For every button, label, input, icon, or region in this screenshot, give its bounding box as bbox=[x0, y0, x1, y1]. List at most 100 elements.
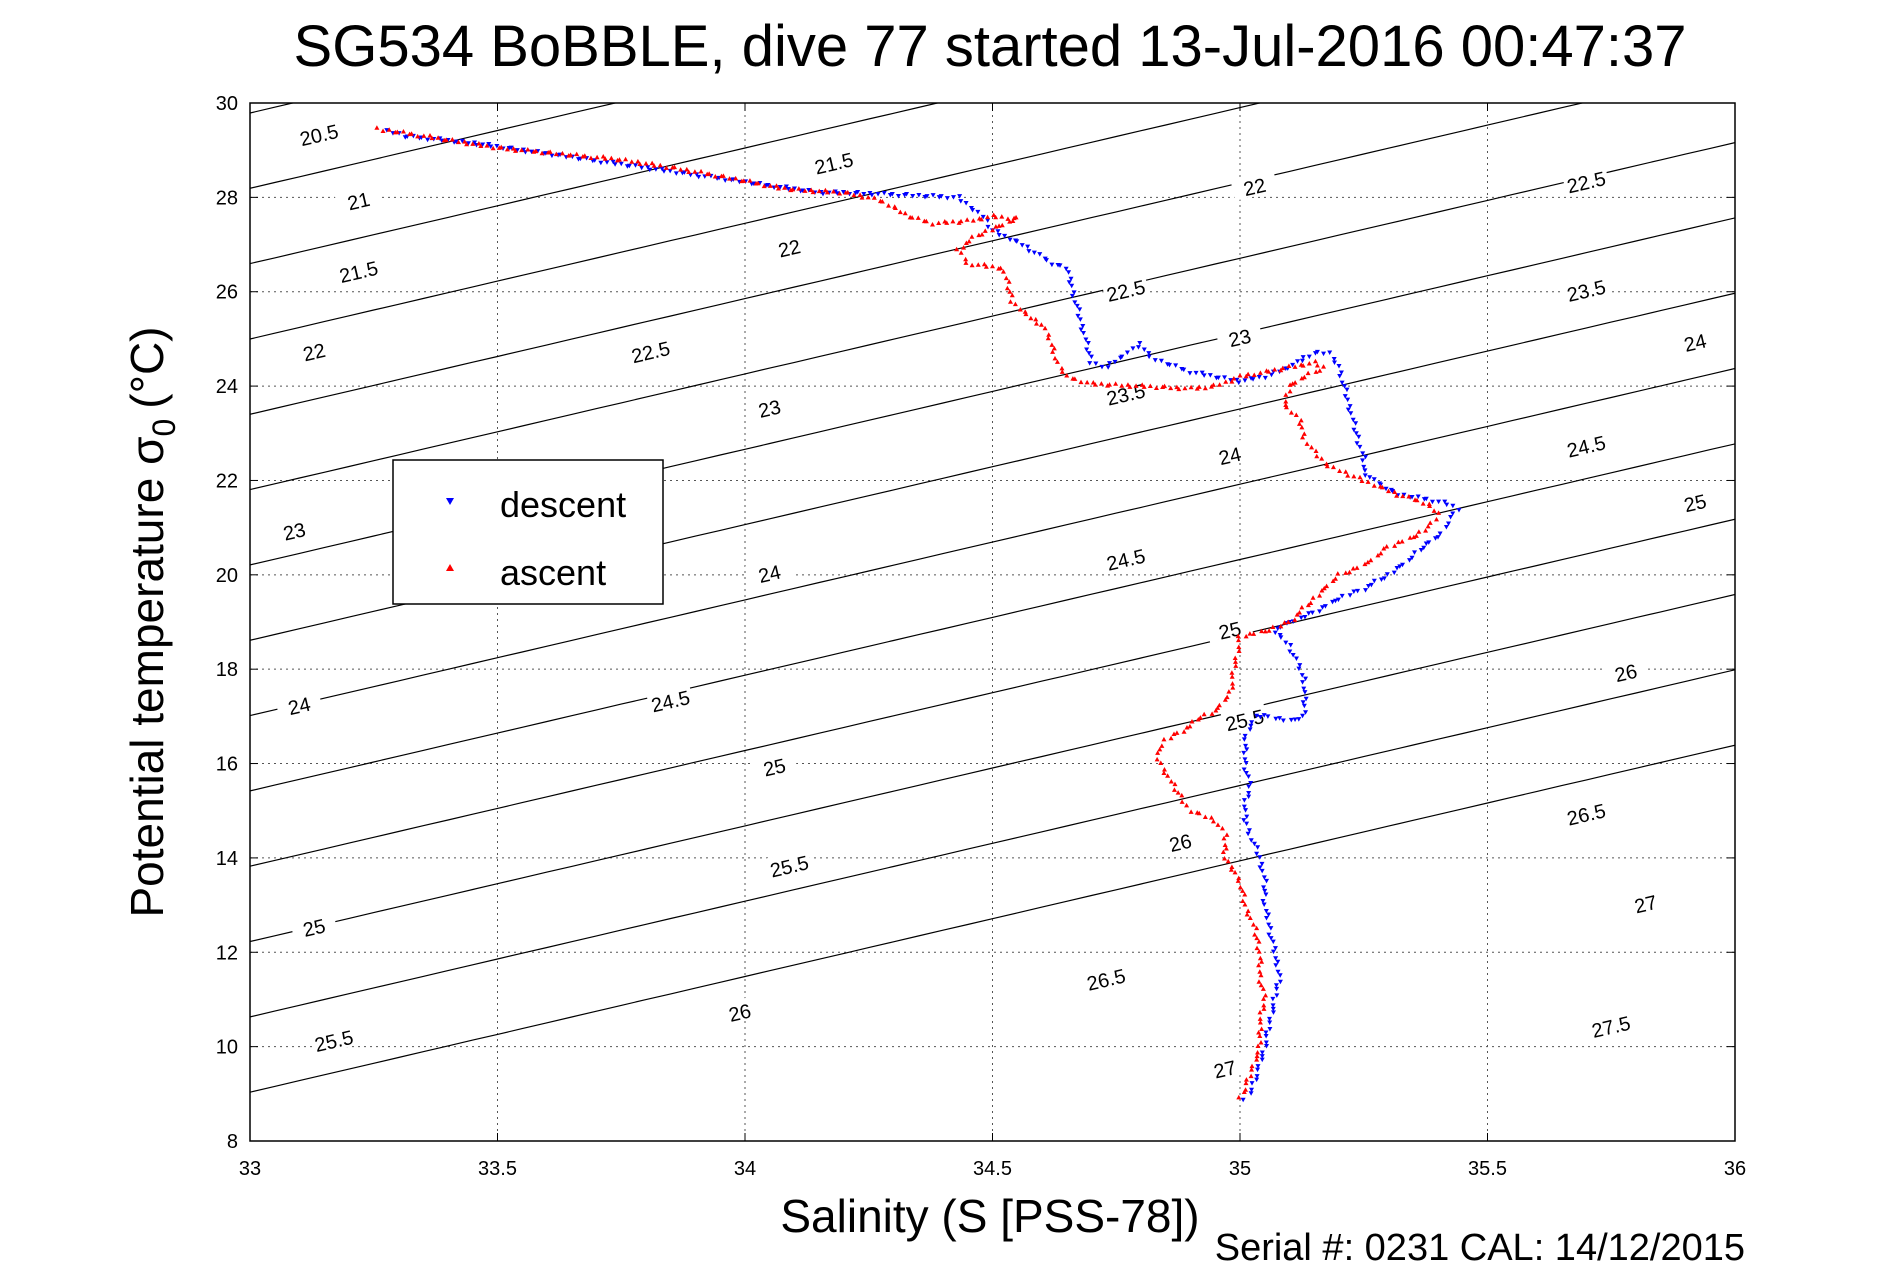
y-tick-label: 18 bbox=[216, 659, 238, 681]
ascent-point bbox=[1236, 637, 1241, 643]
ascent-point bbox=[1243, 633, 1249, 639]
contour-label-bg bbox=[715, 994, 764, 1027]
ascent-point bbox=[1414, 497, 1420, 503]
ascent-point bbox=[643, 161, 649, 166]
descent-point bbox=[1277, 632, 1283, 638]
ascent-point bbox=[462, 139, 468, 144]
plot-area: 20.52121.52223242525.521.52222.5232424.5… bbox=[216, 93, 1746, 1180]
ascent-point bbox=[936, 220, 942, 225]
descent-point bbox=[1367, 475, 1373, 480]
descent-point bbox=[1248, 838, 1254, 843]
descent-point bbox=[1057, 263, 1063, 268]
ascent-point bbox=[1051, 345, 1057, 351]
descent-point bbox=[1259, 1057, 1265, 1063]
legend: descent ascent bbox=[392, 459, 664, 605]
contour-label-bg bbox=[1200, 1051, 1249, 1084]
ascent-point bbox=[1392, 543, 1398, 548]
ascent-point bbox=[1235, 878, 1241, 883]
x-tick-label: 34.5 bbox=[973, 1158, 1012, 1180]
descent-point bbox=[1137, 341, 1143, 346]
descent-point bbox=[1288, 642, 1294, 648]
ascent-point bbox=[1257, 969, 1263, 974]
descent-point bbox=[1290, 653, 1296, 658]
descent-point bbox=[1362, 468, 1368, 473]
chart-title: SG534 BoBBLE, dive 77 started 13-Jul-201… bbox=[294, 14, 1687, 79]
descent-point bbox=[1007, 237, 1013, 243]
descent-point bbox=[1243, 743, 1249, 749]
descent-point bbox=[806, 188, 812, 193]
ascent-point bbox=[857, 192, 863, 197]
ascent-point bbox=[1321, 364, 1327, 369]
descent-point bbox=[1248, 781, 1254, 786]
ascent-point bbox=[741, 178, 747, 183]
descent-point bbox=[1300, 680, 1306, 685]
ascent-point bbox=[533, 148, 539, 153]
ascent-point bbox=[692, 169, 698, 174]
descent-point bbox=[1119, 354, 1125, 360]
ascent-point bbox=[810, 189, 816, 195]
ascent-point bbox=[1259, 959, 1265, 964]
ascent-point bbox=[1407, 535, 1413, 540]
descent-point bbox=[1327, 350, 1333, 355]
descent-point bbox=[1254, 851, 1260, 857]
contour-label-bg bbox=[1586, 1009, 1635, 1041]
descent-point bbox=[488, 144, 494, 150]
ascent-point bbox=[892, 205, 898, 210]
ascent-point bbox=[1257, 1016, 1263, 1021]
descent-point bbox=[1241, 804, 1247, 810]
ascent-point bbox=[663, 165, 669, 170]
ascent-point bbox=[954, 246, 960, 252]
ascent-point bbox=[1293, 412, 1299, 417]
descent-point bbox=[1332, 598, 1338, 604]
ascent-point bbox=[1182, 385, 1188, 391]
ascent-point bbox=[969, 262, 975, 268]
descent-point bbox=[1347, 404, 1353, 409]
ascent-point bbox=[498, 144, 504, 150]
ascent-point bbox=[1012, 301, 1018, 307]
ascent-point bbox=[1231, 376, 1237, 381]
ascent-point bbox=[816, 188, 822, 194]
ascent-point bbox=[1313, 369, 1319, 374]
ascent-point bbox=[1230, 685, 1236, 690]
contour-label: 26 bbox=[1167, 831, 1194, 857]
ascent-point bbox=[559, 150, 565, 156]
descent-point bbox=[1251, 841, 1257, 847]
descent-point bbox=[1242, 733, 1248, 739]
ascent-point bbox=[1252, 932, 1258, 937]
descent-point bbox=[1260, 898, 1266, 904]
ascent-point bbox=[1007, 289, 1013, 294]
ascent-point bbox=[1245, 908, 1251, 914]
descent-point bbox=[985, 218, 991, 223]
y-tick-label: 20 bbox=[216, 565, 238, 587]
ascent-point bbox=[1258, 972, 1264, 978]
descent-point bbox=[1256, 374, 1262, 380]
ascent-point bbox=[678, 167, 684, 172]
ascent-point bbox=[1251, 631, 1257, 636]
ascent-point bbox=[761, 183, 767, 189]
descent-point bbox=[618, 161, 624, 167]
descent-point bbox=[604, 160, 610, 165]
ascent-point bbox=[1296, 421, 1302, 426]
ascent-point bbox=[1084, 379, 1090, 385]
contour-label: 25 bbox=[761, 755, 788, 781]
y-tick-label: 26 bbox=[216, 282, 238, 304]
descent-point bbox=[1043, 258, 1049, 263]
descent-point bbox=[1429, 499, 1435, 505]
ascent-point bbox=[1256, 1029, 1262, 1035]
ascent-point bbox=[456, 139, 461, 145]
ascent-point bbox=[1254, 945, 1260, 951]
legend-box bbox=[392, 459, 664, 605]
ascent-point bbox=[1321, 585, 1327, 591]
descent-point bbox=[1069, 293, 1075, 299]
ascent-point bbox=[511, 146, 517, 151]
ascent-point bbox=[871, 195, 877, 200]
ascent-point bbox=[1241, 1089, 1247, 1095]
y-tick-label: 22 bbox=[216, 470, 238, 492]
descent-point bbox=[1330, 599, 1336, 605]
ascent-point bbox=[484, 143, 490, 148]
descent-point bbox=[1266, 922, 1272, 928]
descent-point bbox=[1389, 489, 1395, 494]
descent-point bbox=[765, 182, 771, 188]
legend-ascent-label: ascent bbox=[500, 552, 606, 593]
